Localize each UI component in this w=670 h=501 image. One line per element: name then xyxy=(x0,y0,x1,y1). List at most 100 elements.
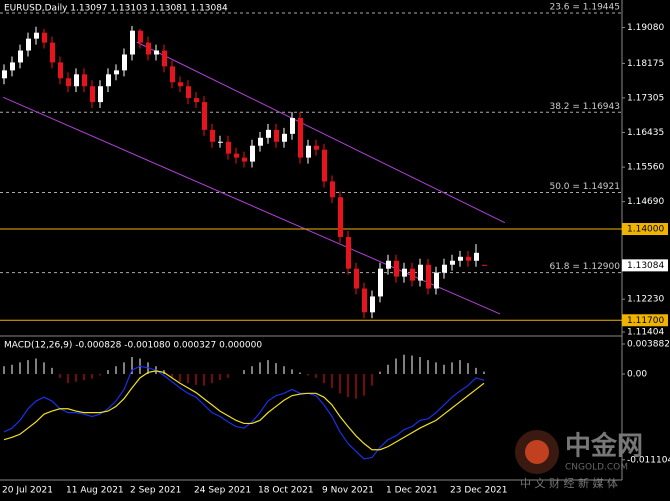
watermark: 中金网 CNGOLD.COM 中 文 财 经 新 媒 体 xyxy=(515,430,643,490)
candle-body xyxy=(482,264,487,266)
x-tick-label: 20 Jul 2021 xyxy=(2,486,53,496)
candle-body xyxy=(266,129,271,138)
candle-body xyxy=(234,153,239,158)
candle-body xyxy=(154,50,159,55)
x-tick-label: 2 Sep 2021 xyxy=(130,486,181,496)
y-tick-label: -0.011104 xyxy=(627,455,670,465)
candle-body xyxy=(298,117,303,158)
candle-body xyxy=(10,62,15,71)
candle-body xyxy=(34,32,39,39)
candle-body xyxy=(426,264,431,289)
candle-body xyxy=(370,296,375,313)
fibo-label: 61.8 = 1.12900 xyxy=(549,262,620,272)
candle-body xyxy=(338,197,343,237)
candle-body xyxy=(226,141,231,154)
candle-body xyxy=(18,50,23,63)
candle-body xyxy=(402,268,407,277)
macd-line xyxy=(3,370,485,451)
candle-body xyxy=(418,264,423,281)
level-box xyxy=(622,223,668,236)
level-box xyxy=(622,314,668,327)
y-tick-label: 1.16435 xyxy=(627,128,664,138)
y-tick-label: 1.19080 xyxy=(627,23,664,33)
macd-header: MACD(12,26,9) -0.000828 -0.001080 0.0003… xyxy=(4,341,262,351)
candle-body xyxy=(130,30,135,55)
candle-body xyxy=(242,157,247,162)
x-tick-label: 24 Sep 2021 xyxy=(194,486,251,496)
candle-body xyxy=(58,62,63,79)
y-tick-label: 1.14690 xyxy=(627,197,664,207)
candle-body xyxy=(194,98,199,103)
y-tick-label: 1.11404 xyxy=(627,327,664,337)
watermark-site: CNGOLD.COM xyxy=(565,463,628,473)
x-tick-label: 9 Nov 2021 xyxy=(322,486,374,496)
candle-body xyxy=(2,70,7,79)
candle-body xyxy=(410,268,415,281)
candle-body xyxy=(186,86,191,99)
y-tick-label: 1.17305 xyxy=(627,93,664,103)
x-tick-label: 11 Aug 2021 xyxy=(66,486,124,496)
candle-body xyxy=(146,42,151,55)
y-tick-label: 0.003882 xyxy=(627,340,670,350)
macd-line xyxy=(3,365,485,460)
candle-body xyxy=(330,181,335,198)
candle-body xyxy=(218,141,223,143)
fibo-label: 38.2 = 1.16943 xyxy=(549,102,620,112)
candle-body xyxy=(290,117,295,134)
candle-body xyxy=(458,256,463,261)
x-tick-label: 1 Dec 2021 xyxy=(386,486,438,496)
candle-body xyxy=(66,78,71,87)
channel-line xyxy=(3,96,501,315)
candle-body xyxy=(50,42,55,63)
candle-body xyxy=(306,145,311,158)
current-price-label: 1.13084 xyxy=(627,261,664,271)
level-label: 1.11700 xyxy=(627,316,664,326)
y-tick-label: 1.18175 xyxy=(627,59,664,69)
candle-body xyxy=(170,66,175,83)
candle-body xyxy=(106,74,111,87)
candle-body xyxy=(362,288,367,313)
y-tick-label: 1.15560 xyxy=(627,163,664,173)
candle-body xyxy=(466,256,471,261)
candle-body xyxy=(282,133,287,142)
candle-body xyxy=(74,74,79,87)
x-tick-label: 18 Oct 2021 xyxy=(258,486,314,496)
watermark-logo-inner xyxy=(525,440,549,464)
candle-body xyxy=(178,82,183,87)
candle-body xyxy=(90,86,95,103)
candle-body xyxy=(450,260,455,265)
y-tick-label: 1.12230 xyxy=(627,295,664,305)
candle-body xyxy=(114,70,119,75)
candle-body xyxy=(122,54,127,71)
candle-body xyxy=(26,38,31,51)
candle-body xyxy=(354,268,359,289)
candle-body xyxy=(274,129,279,142)
candle-body xyxy=(258,137,263,146)
candle-body xyxy=(138,30,143,43)
candle-body xyxy=(378,268,383,297)
level-label: 1.14000 xyxy=(627,225,664,235)
channel-line xyxy=(136,41,506,224)
candle-body xyxy=(202,102,207,130)
candle-body xyxy=(322,149,327,182)
candle-body xyxy=(346,236,351,269)
candle-body xyxy=(210,129,215,142)
candle-body xyxy=(162,50,167,67)
candle-body xyxy=(434,272,439,289)
x-tick-label: 23 Dec 2021 xyxy=(450,486,508,496)
candle-body xyxy=(42,32,47,43)
candle-body xyxy=(98,86,103,103)
candle-body xyxy=(442,264,447,273)
fibo-label: 50.0 = 1.14921 xyxy=(549,182,620,192)
y-tick-label: 0.00 xyxy=(627,370,647,380)
candle-body xyxy=(250,145,255,162)
price-header: EURUSD,Daily 1.13097 1.13103 1.13081 1.1… xyxy=(4,4,228,14)
watermark-tagline: 中 文 财 经 新 媒 体 xyxy=(520,476,618,490)
candle-body xyxy=(394,260,399,277)
candle-body xyxy=(386,260,391,269)
candle-body xyxy=(314,145,319,150)
candle-body xyxy=(474,252,479,261)
